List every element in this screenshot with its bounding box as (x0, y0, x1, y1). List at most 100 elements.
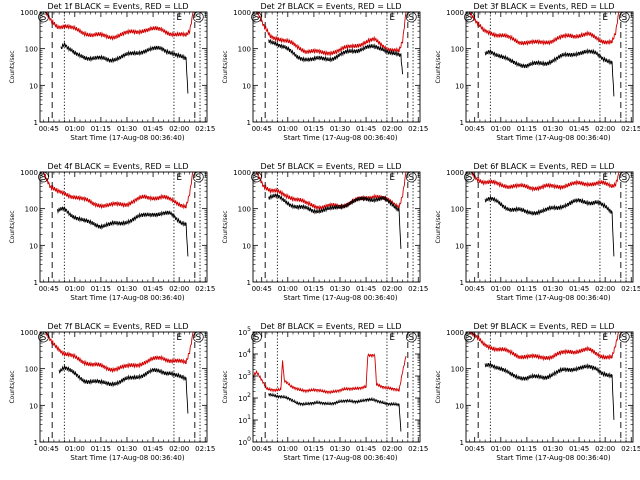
marker-letter-s: S (195, 333, 201, 343)
marker-letter-s: S (254, 173, 260, 183)
series-line-lld (253, 353, 407, 395)
y-tick-label: 100 (25, 366, 38, 374)
x-tick-label: 01:45 (143, 125, 163, 133)
y-tick-label: 10 (29, 402, 38, 410)
y-tick-label: 10 (29, 242, 38, 250)
plot-area (43, 172, 201, 282)
y-tick-label: 1000 (20, 169, 38, 177)
y-axis-label: Counts/sec (9, 210, 16, 243)
marker-letter-e: E (389, 173, 395, 183)
marker-letter-s: S (254, 13, 260, 23)
marker-letter-s: S (621, 173, 627, 183)
x-tick-label: 02:00 (169, 445, 189, 453)
x-tick-label: 01:45 (569, 445, 589, 453)
x-axis-label: Start Time (17-Aug-08 00:36:40) (496, 294, 610, 302)
x-tick-label: 01:15 (91, 285, 111, 293)
plot-area (256, 172, 414, 282)
plot-frame (39, 11, 208, 123)
series-line-events (58, 364, 189, 414)
chart-title: Det 7f BLACK = Events, RED = LLD (47, 322, 188, 331)
x-tick-label: 02:15 (621, 285, 640, 293)
marker-letter-s: S (41, 333, 47, 343)
y-tick-label: 1000 (20, 329, 38, 337)
x-tick-label: 02:00 (595, 285, 615, 293)
chart-panel-4: Det 4f BLACK = Events, RED = LLD 1 10 100 10… (9, 162, 215, 302)
y-tick-label: 1000 (233, 9, 251, 17)
x-tick-label: 02:15 (195, 445, 215, 453)
x-axis-label: Start Time (17-Aug-08 00:36:40) (496, 454, 610, 462)
x-tick-label: 02:15 (621, 125, 640, 133)
series-line-lld (256, 172, 407, 212)
x-tick-label: 02:00 (382, 445, 402, 453)
x-tick-label: 02:15 (195, 285, 215, 293)
plot-frame (39, 171, 208, 283)
x-tick-label: 01:45 (356, 445, 376, 453)
x-tick-label: 01:45 (569, 125, 589, 133)
x-tick-label: 01:00 (491, 125, 511, 133)
y-tick-label: 100 (238, 46, 251, 54)
x-tick-label: 01:30 (117, 445, 137, 453)
x-tick-label: 01:15 (91, 125, 111, 133)
y-tick-label: 1 (460, 279, 464, 287)
y-tick-label: 1 (247, 279, 251, 287)
plot-frame (465, 331, 634, 443)
plot-frame (252, 331, 421, 443)
x-axis-label: Start Time (17-Aug-08 00:36:40) (70, 294, 184, 302)
x-tick-label: 02:00 (169, 285, 189, 293)
x-tick-label: 02:15 (408, 285, 428, 293)
series-line-events (268, 192, 402, 249)
y-axis-label: Counts/sec (222, 210, 229, 243)
x-axis-label: Start Time (17-Aug-08 00:36:40) (70, 454, 184, 462)
x-tick-label: 02:00 (595, 125, 615, 133)
chart-title: Det 4f BLACK = Events, RED = LLD (47, 162, 188, 171)
y-tick-label: 100 (451, 206, 464, 214)
marker-letter-e: E (602, 333, 608, 343)
y-tick-label: 105 (238, 326, 251, 337)
x-axis-label: Start Time (17-Aug-08 00:36:40) (283, 294, 397, 302)
x-tick-label: 01:00 (491, 285, 511, 293)
y-tick-label: 1 (247, 119, 251, 127)
x-tick-label: 01:30 (117, 285, 137, 293)
x-axis-label: Start Time (17-Aug-08 00:36:40) (70, 134, 184, 142)
x-tick-label: 00:45 (39, 285, 59, 293)
x-axis-label: Start Time (17-Aug-08 00:36:40) (283, 134, 397, 142)
chart-panel-9: Det 9f BLACK = Events, RED = LLD 1 10 100 10… (435, 322, 640, 462)
y-tick-label: 103 (238, 370, 251, 381)
x-tick-label: 02:00 (595, 445, 615, 453)
marker-letter-s: S (195, 13, 201, 23)
x-tick-label: 02:15 (195, 125, 215, 133)
y-tick-label: 1000 (20, 9, 38, 17)
y-tick-label: 100 (451, 366, 464, 374)
y-tick-label: 10 (242, 82, 251, 90)
chart-panel-3: Det 3f BLACK = Events, RED = LLD 1 10 100 10… (435, 2, 640, 142)
series-line-events (268, 392, 402, 432)
plot-area (469, 12, 627, 122)
chart-panel-1: Det 1f BLACK = Events, RED = LLD 1 10 100 10… (9, 2, 215, 142)
x-tick-label: 00:45 (39, 125, 59, 133)
chart-title: Det 5f BLACK = Events, RED = LLD (260, 162, 401, 171)
marker-letter-e: E (176, 13, 182, 23)
x-tick-label: 01:15 (91, 445, 111, 453)
y-tick-label: 100 (25, 206, 38, 214)
y-tick-label: 10 (242, 242, 251, 250)
series-line-lld (43, 12, 194, 42)
x-tick-label: 00:45 (252, 445, 272, 453)
plot-area (256, 12, 414, 122)
chart-panel-6: Det 6f BLACK = Events, RED = LLD 1 10 100 10… (435, 162, 640, 302)
series-line-lld (469, 12, 620, 47)
series-line-lld (469, 172, 620, 193)
series-line-events (60, 42, 189, 94)
plot-area (253, 332, 414, 442)
y-tick-label: 10 (455, 402, 464, 410)
y-tick-label: 10 (455, 82, 464, 90)
x-tick-label: 01:45 (569, 285, 589, 293)
chart-title: Det 8f BLACK = Events, RED = LLD (260, 322, 401, 331)
y-tick-label: 1 (34, 279, 38, 287)
marker-letter-s: S (408, 333, 414, 343)
marker-letter-s: S (467, 333, 473, 343)
chart-title: Det 6f BLACK = Events, RED = LLD (473, 162, 614, 171)
marker-letter-e: E (389, 333, 395, 343)
x-tick-label: 00:45 (252, 285, 272, 293)
series-line-lld (43, 332, 194, 374)
